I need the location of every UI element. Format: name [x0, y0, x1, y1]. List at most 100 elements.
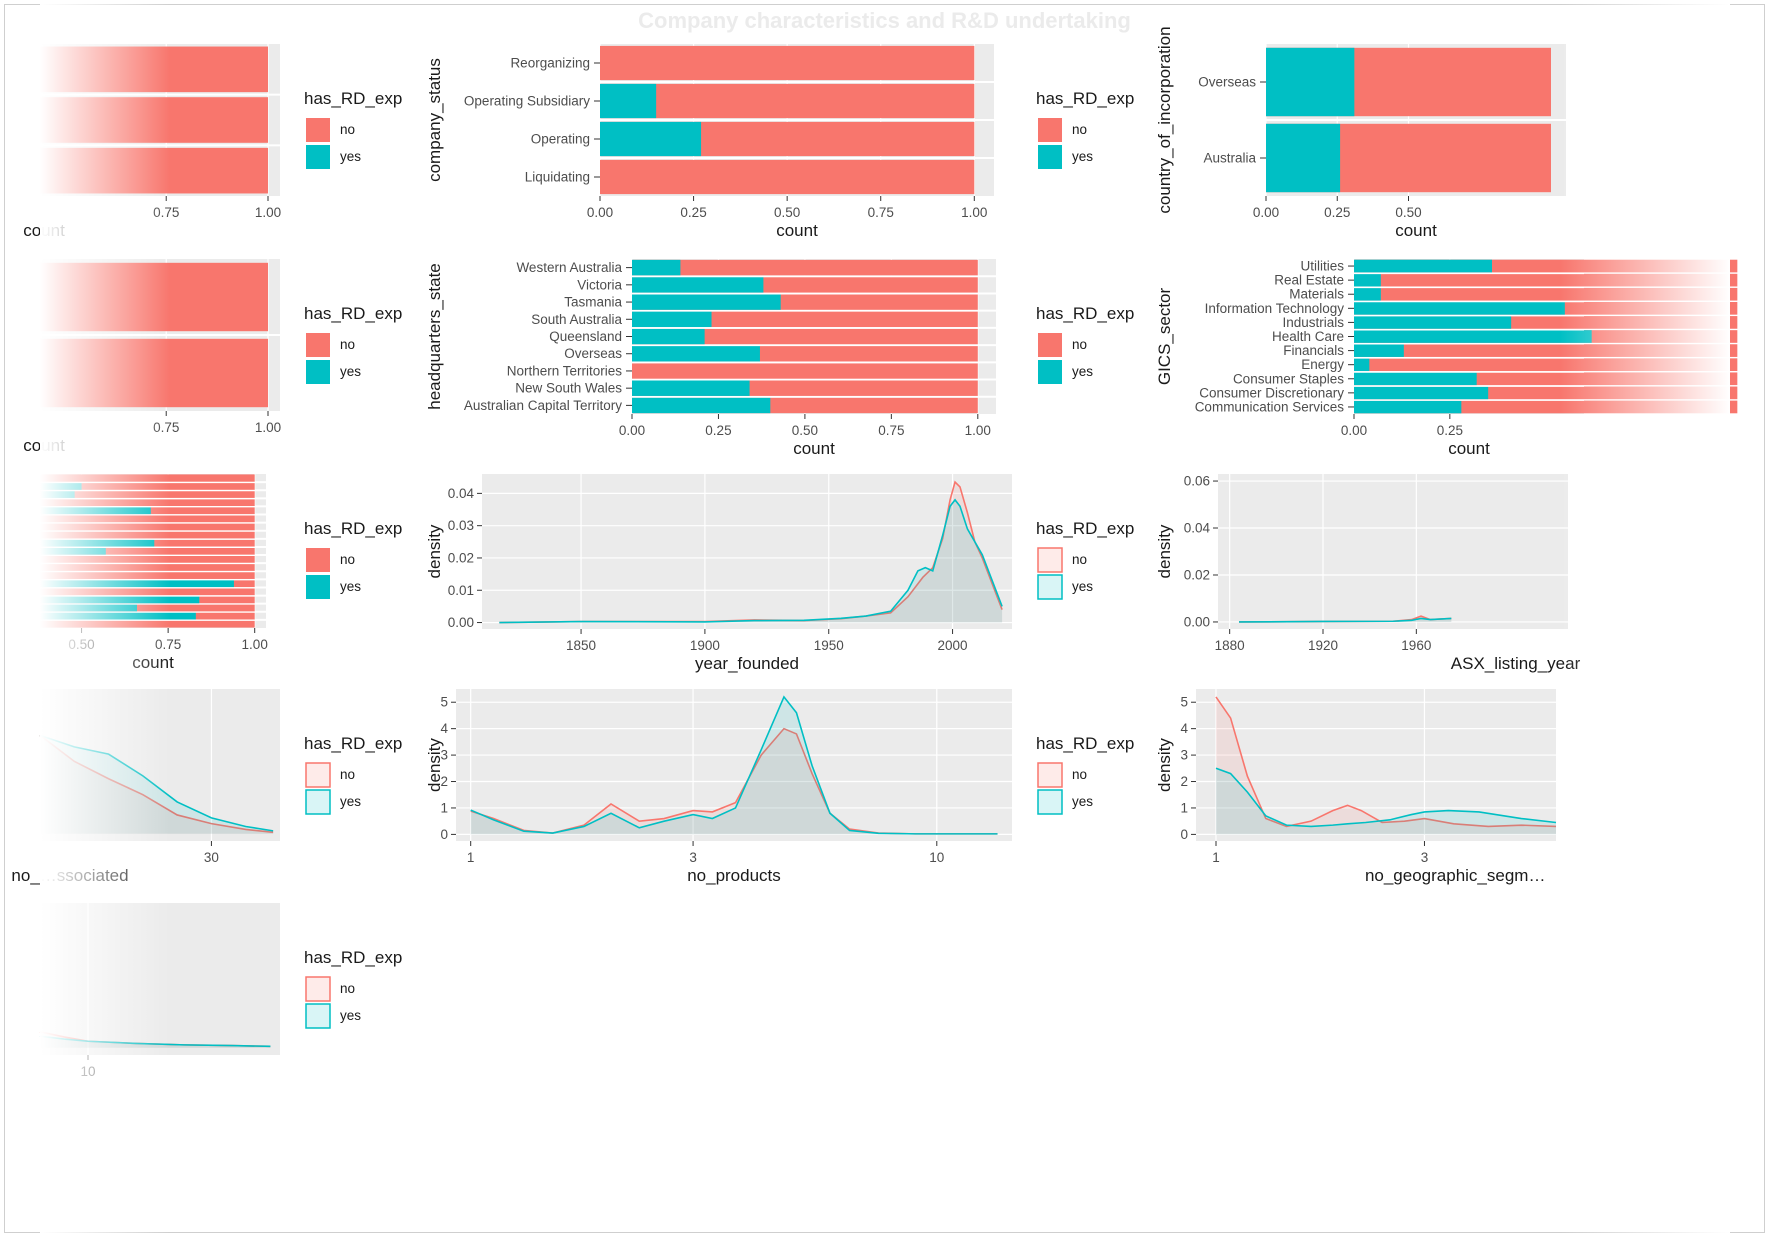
y-tick-label: 0.00: [1184, 614, 1210, 629]
x-axis-title: count: [776, 221, 818, 240]
y-tick-label: Utilities: [1300, 259, 1344, 274]
y-axis-title: density: [1155, 738, 1174, 792]
y-tick-label: 0.06: [1184, 474, 1210, 489]
density-area-no: [1239, 616, 1452, 622]
legend-title: has_RD_exp: [304, 519, 402, 538]
x-axis-title: count: [1395, 221, 1437, 240]
bar-yes: [632, 345, 760, 362]
bar-yes: [40, 482, 82, 490]
bar-yes: [632, 328, 705, 345]
bar-no: [40, 474, 255, 482]
bar-yes: [1354, 316, 1512, 329]
y-tick-label: New South Wales: [515, 381, 622, 396]
density-line-no: [1215, 696, 1557, 828]
x-tick-label: 0.25: [1324, 205, 1350, 220]
y-axis-title: density: [425, 524, 444, 578]
bar-yes: [1266, 47, 1355, 117]
legend-key-no: [306, 333, 330, 357]
x-tick-label: 0.25: [705, 423, 731, 438]
y-tick-label: Health Care: [1272, 329, 1344, 344]
bar-no: [1354, 273, 1738, 287]
legend-title: has_RD_exp: [304, 89, 402, 108]
x-tick-label: 1900: [690, 638, 720, 653]
legend-label-yes: yes: [1072, 794, 1093, 809]
legend-title: has_RD_exp: [1036, 304, 1134, 323]
legend-key-yes: [306, 575, 330, 599]
x-tick-label: 3: [1421, 850, 1429, 865]
bar-yes: [1354, 287, 1381, 301]
bar-yes: [1354, 273, 1381, 287]
legend-key-yes: [1037, 789, 1063, 815]
x-axis-title: count: [132, 653, 174, 672]
bar-yes: [632, 397, 771, 414]
x-tick-label: 1880: [1215, 638, 1245, 653]
y-tick-label: 0: [440, 827, 448, 842]
bar-no: [632, 328, 978, 345]
y-tick-label: 4: [440, 721, 448, 736]
y-tick-label: 0.02: [1184, 567, 1210, 582]
bar-yes: [40, 506, 151, 515]
y-tick-label: Overseas: [1198, 75, 1256, 90]
bar-no: [40, 571, 255, 579]
y-tick-label: Consumer Staples: [1233, 371, 1344, 386]
x-tick-label: 10: [80, 1064, 95, 1079]
x-tick-label: 1.00: [255, 420, 281, 435]
y-tick-label: Victoria: [577, 277, 622, 292]
y-tick-label: Operating Subsidiary: [464, 94, 590, 109]
legend-label-yes: yes: [1072, 149, 1093, 164]
density-line-yes: [1215, 767, 1557, 828]
bar-no: [40, 498, 255, 507]
legend-label-yes: yes: [1072, 364, 1093, 379]
bar-yes: [632, 311, 712, 328]
x-axis-title: no_geographic_segm…: [1365, 866, 1546, 885]
x-tick-label: 0.75: [153, 205, 179, 220]
legend-key-no: [1038, 118, 1062, 142]
bar-no: [40, 523, 255, 531]
legend-label-no: no: [1072, 767, 1087, 782]
legend-title: has_RD_exp: [1036, 89, 1134, 108]
y-axis-title: density: [1155, 524, 1174, 578]
bar-yes: [1354, 344, 1404, 357]
legend-label-no: no: [340, 552, 355, 567]
x-tick-label: 0.00: [1341, 423, 1367, 438]
x-tick-label: 1.00: [961, 205, 987, 220]
y-tick-label: Queensland: [549, 329, 622, 344]
x-tick-label: 0.75: [868, 205, 894, 220]
bar-yes: [600, 121, 702, 157]
legend-title: has_RD_exp: [1036, 734, 1134, 753]
bar-yes: [632, 294, 781, 310]
x-tick-label: 0.50: [774, 205, 800, 220]
y-tick-label: 5: [440, 695, 448, 710]
x-tick-label: 30: [204, 850, 219, 865]
bar-no: [600, 159, 975, 195]
legend-label-yes: yes: [340, 1008, 361, 1023]
x-axis-title: no_products: [687, 866, 781, 885]
legend-label-no: no: [1072, 337, 1087, 352]
panel-background: [1218, 474, 1568, 629]
legend-label-no: no: [340, 767, 355, 782]
legend-label-no: no: [340, 981, 355, 996]
y-tick-label: Information Technology: [1205, 301, 1345, 316]
y-tick-label: Tasmania: [564, 295, 622, 310]
legend-key-no: [1037, 762, 1063, 788]
bar-yes: [600, 83, 657, 119]
x-axis-title: count: [23, 436, 65, 455]
bar-yes: [1354, 400, 1462, 414]
x-tick-label: 0.25: [680, 205, 706, 220]
x-axis-title: count: [1448, 439, 1490, 458]
legend-key-yes: [1037, 574, 1063, 600]
bar-no: [40, 262, 268, 332]
y-tick-label: 0.01: [448, 583, 474, 598]
bar-yes: [632, 259, 681, 276]
bar-yes: [1266, 123, 1341, 193]
panel-background: [40, 903, 280, 1055]
bar-yes: [40, 612, 196, 620]
y-tick-label: 4: [1180, 721, 1188, 736]
legend-key-yes: [1038, 360, 1062, 384]
chart-p5: Australian Capital Territory New South Wa…: [425, 259, 1134, 458]
